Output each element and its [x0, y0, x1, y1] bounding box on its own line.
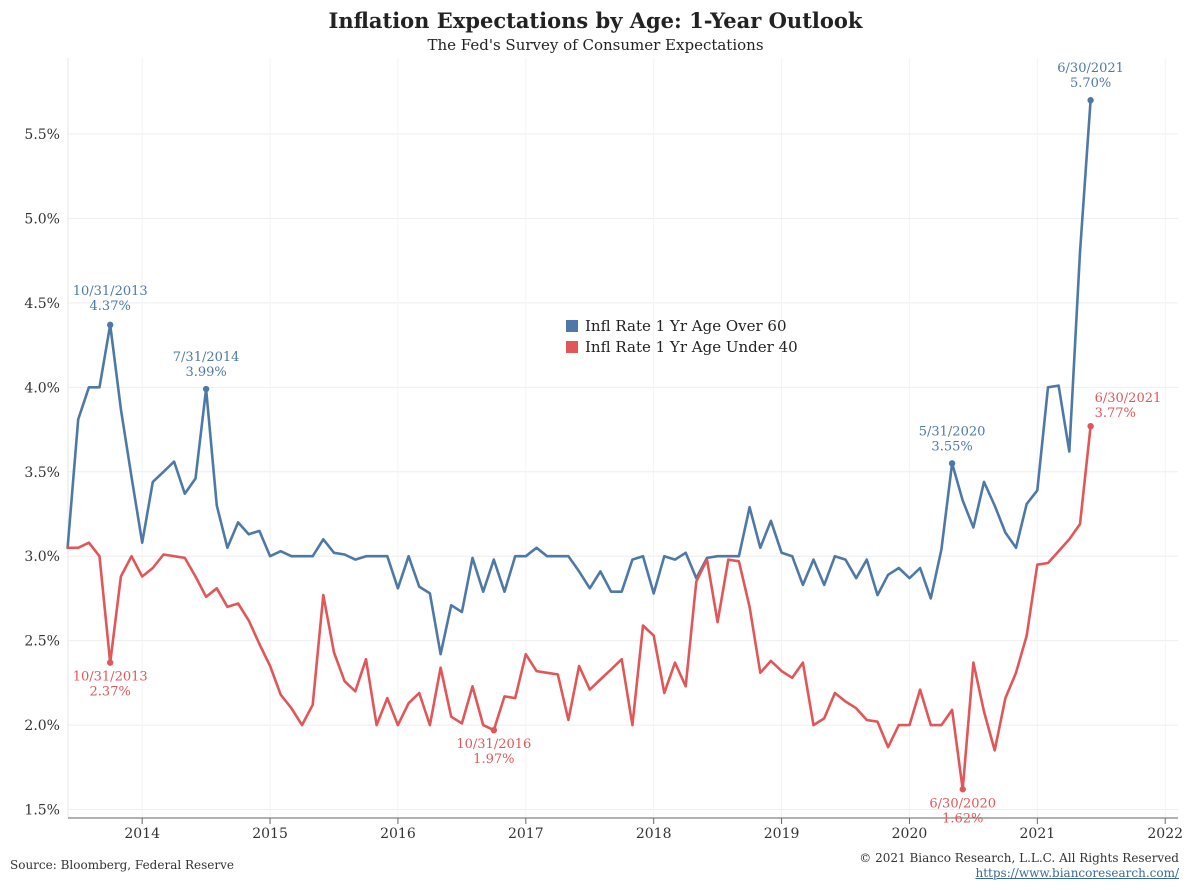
- annotation-point: [948, 460, 956, 467]
- annotations: 10/31/20134.37%7/31/20143.99%5/31/20203.…: [73, 61, 1162, 826]
- annotation-date: 5/31/2020: [919, 424, 986, 439]
- annotation-point: [1087, 422, 1094, 430]
- annotation-point: [107, 321, 114, 329]
- annotation-value: 3.55%: [931, 439, 972, 454]
- x-tick-label: 2022: [1147, 826, 1183, 842]
- source-note: Source: Bloomberg, Federal Reserve: [10, 858, 235, 872]
- x-tick-label: 2016: [380, 826, 416, 842]
- annotation-date: 7/31/2014: [173, 350, 240, 365]
- legend: Infl Rate 1 Yr Age Over 60 Infl Rate 1 Yr…: [566, 317, 798, 356]
- annotation-point: [490, 726, 498, 734]
- x-tick-label: 2020: [892, 826, 928, 842]
- annotation-value: 5.70%: [1070, 76, 1111, 91]
- x-tick-label: 2014: [124, 826, 160, 842]
- y-tick-label: 1.5%: [24, 803, 60, 819]
- annotation-date: 10/31/2016: [456, 737, 531, 752]
- annotation-date: 6/30/2021: [1095, 391, 1162, 406]
- annotation-value: 2.37%: [90, 685, 131, 700]
- copyright-note: © 2021 Bianco Research, L.L.C. All Right…: [859, 851, 1179, 865]
- grid-lines: [67, 58, 1178, 818]
- website-link[interactable]: https://www.biancoresearch.com/: [975, 866, 1179, 880]
- y-tick-label: 3.5%: [24, 465, 60, 481]
- x-tick-label: 2015: [252, 826, 288, 842]
- y-tick-label: 4.5%: [24, 296, 60, 312]
- annotation-date: 6/30/2021: [1057, 61, 1124, 76]
- annotation-point: [959, 786, 966, 793]
- y-tick-label: 5.0%: [24, 211, 60, 227]
- y-tick-label: 2.5%: [24, 634, 60, 650]
- annotation-date: 10/31/2013: [73, 284, 148, 299]
- annotation-value: 1.62%: [942, 811, 983, 826]
- x-tick-label: 2017: [508, 826, 544, 842]
- annotation-value: 1.97%: [473, 752, 514, 767]
- series-line-under-40: [66, 424, 1092, 791]
- annotation-point: [107, 659, 114, 666]
- legend-label: Infl Rate 1 Yr Age Under 40: [585, 338, 798, 356]
- y-axis: 1.5% 2.0% 2.5% 3.0% 3.5% 4.0% 4.5% 5.0% 5.5%: [24, 127, 60, 819]
- legend-swatch: [566, 341, 578, 353]
- y-tick-label: 2.0%: [24, 718, 60, 734]
- annotation-value: 3.99%: [185, 365, 226, 380]
- annotation-value: 3.77%: [1095, 406, 1136, 421]
- annotation-value: 4.37%: [90, 299, 131, 314]
- annotation-date: 10/31/2013: [73, 670, 148, 685]
- y-tick-label: 5.5%: [24, 127, 60, 143]
- series-line-over-60: [66, 98, 1092, 656]
- annotation-point: [1087, 97, 1094, 104]
- legend-swatch: [566, 320, 578, 332]
- x-axis: 2014 2015 2016 2017 2018 2019 2020 2021 2022: [68, 817, 1183, 842]
- y-tick-label: 4.0%: [24, 380, 60, 396]
- annotation-date: 6/30/2020: [929, 796, 996, 811]
- chart-title: Inflation Expectations by Age: 1-Year Ou…: [328, 8, 863, 33]
- x-tick-label: 2021: [1020, 826, 1056, 842]
- y-tick-label: 3.0%: [24, 549, 60, 565]
- x-tick-label: 2018: [636, 826, 672, 842]
- x-tick-label: 2019: [764, 826, 800, 842]
- legend-label: Infl Rate 1 Yr Age Over 60: [585, 317, 787, 335]
- chart-subtitle: The Fed's Survey of Consumer Expectation…: [427, 36, 764, 54]
- annotation-point: [202, 385, 210, 393]
- series-lines: [66, 98, 1092, 791]
